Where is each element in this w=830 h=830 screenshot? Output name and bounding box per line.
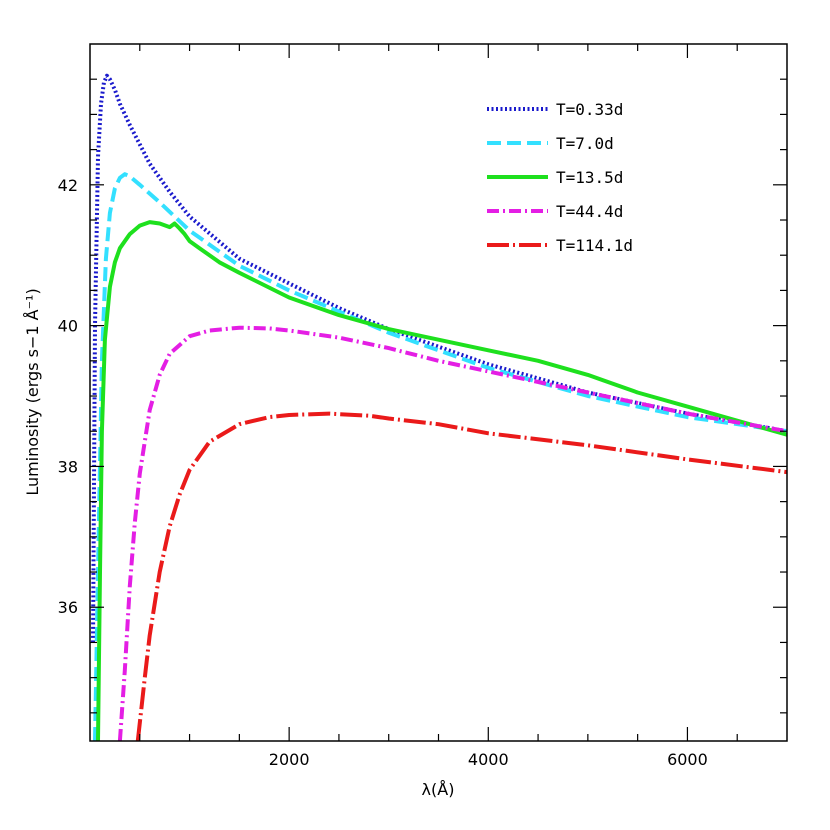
plot-frame (89, 43, 788, 742)
series-curves (91, 73, 787, 741)
x-axis-title: λ(Å) (422, 780, 455, 799)
series-line-0 (91, 73, 787, 643)
legend: T=0.33d T=7.0d T=13.5d T=44.4d T=114.1d (487, 100, 633, 255)
legend-label: T=44.4d (556, 202, 623, 221)
x-tick-label: 4000 (468, 750, 509, 769)
x-tick-label: 2000 (269, 750, 310, 769)
legend-label: T=114.1d (556, 236, 633, 255)
y-axis-title: Luminosity (ergs s−1 Å⁻¹) (23, 288, 42, 495)
axis-ticks (90, 44, 787, 741)
y-tick-label: 42 (58, 176, 78, 195)
legend-label: T=7.0d (556, 134, 614, 153)
y-tick-label: 38 (58, 457, 78, 476)
series-line-1 (93, 172, 787, 741)
series-line-2 (96, 220, 787, 741)
series-line-4 (135, 411, 787, 741)
legend-label: T=0.33d (556, 100, 623, 119)
y-tick-label: 40 (58, 317, 78, 336)
series-line-3 (117, 325, 787, 741)
legend-label: T=13.5d (556, 168, 623, 187)
x-tick-label: 6000 (667, 750, 708, 769)
y-tick-label: 36 (58, 598, 78, 617)
axis-tick-labels: 2000 4000 6000 36 38 40 42 (58, 176, 708, 769)
